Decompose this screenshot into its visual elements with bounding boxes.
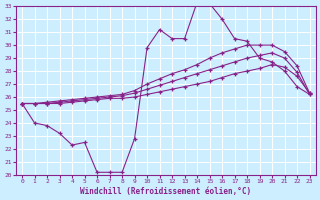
X-axis label: Windchill (Refroidissement éolien,°C): Windchill (Refroidissement éolien,°C) [80, 187, 252, 196]
